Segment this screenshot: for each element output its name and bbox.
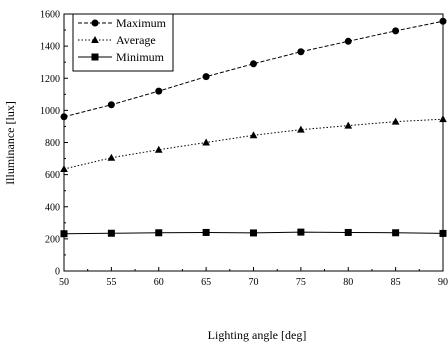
data-point-average — [439, 115, 447, 123]
data-point-maximum — [202, 73, 210, 81]
data-point-average — [297, 125, 305, 133]
data-point-average — [391, 117, 400, 125]
legend-marker-maximum — [91, 19, 99, 27]
y-tick-label: 1200 — [40, 74, 60, 85]
data-point-average — [202, 138, 210, 146]
data-point-maximum — [439, 17, 447, 25]
series-maximum — [60, 17, 447, 121]
legend: Maximum Average Minimum — [72, 13, 174, 72]
data-point-minimum — [344, 228, 352, 236]
data-point-minimum — [107, 229, 115, 237]
data-point-maximum — [155, 87, 163, 95]
data-point-maximum — [107, 101, 115, 109]
x-tick-label: 70 — [249, 277, 259, 288]
data-point-maximum — [297, 48, 305, 56]
y-tick-label: 200 — [45, 234, 60, 245]
x-tick-label: 55 — [106, 277, 116, 288]
legend-label-maximum: Maximum — [116, 16, 167, 30]
data-point-minimum — [60, 230, 68, 238]
data-point-average — [344, 121, 353, 129]
x-tick-label: 65 — [201, 277, 211, 288]
data-point-maximum — [392, 27, 400, 35]
legend-marker-average — [91, 35, 99, 43]
data-point-average — [107, 153, 116, 161]
legend-label-average: Average — [116, 33, 156, 47]
data-point-average — [249, 131, 258, 139]
y-tick-label: 0 — [55, 267, 60, 278]
data-point-maximum — [250, 60, 257, 68]
data-point-average — [60, 164, 68, 172]
y-tick-label: 1600 — [40, 10, 60, 21]
y-tick-label: 800 — [45, 138, 60, 149]
data-point-maximum — [344, 37, 352, 45]
y-tick-label: 400 — [45, 202, 60, 213]
data-point-minimum — [202, 228, 210, 236]
data-point-minimum — [297, 228, 305, 236]
y-tick-label: 1000 — [40, 106, 60, 117]
data-point-minimum — [439, 229, 447, 237]
x-tick-label: 75 — [296, 277, 306, 288]
x-tick-label: 50 — [59, 277, 69, 288]
x-tick-label: 90 — [438, 277, 448, 288]
data-point-minimum — [392, 229, 400, 237]
data-point-average — [154, 145, 163, 153]
series-minimum — [60, 228, 447, 238]
legend-box — [72, 13, 174, 72]
y-axis-label: Illuminance [lux] — [3, 101, 17, 185]
y-tick-label: 1400 — [40, 42, 60, 53]
series-line-maximum — [63, 20, 444, 118]
x-tick-label: 60 — [154, 277, 164, 288]
data-point-maximum — [60, 113, 68, 121]
x-tick-label: 80 — [343, 277, 353, 288]
series-line-average — [63, 118, 444, 170]
legend-marker-minimum — [91, 53, 99, 61]
x-tick-label: 85 — [391, 277, 401, 288]
x-axis-label: Lighting angle [deg] — [208, 328, 307, 342]
series-average — [60, 115, 447, 172]
y-tick-label: 600 — [45, 170, 60, 181]
data-point-minimum — [155, 229, 163, 237]
data-point-minimum — [250, 229, 257, 237]
legend-label-minimum: Minimum — [116, 50, 165, 64]
